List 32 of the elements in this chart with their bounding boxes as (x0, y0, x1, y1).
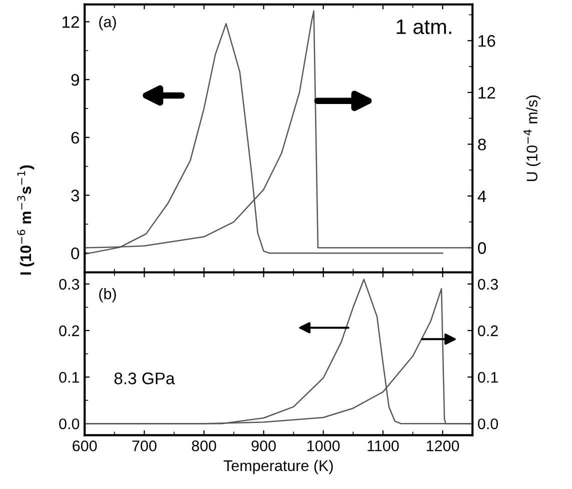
y2-tick-label: 0.3 (478, 278, 498, 290)
y-tick-label: 0 (71, 247, 80, 260)
y2-tick-label: 16 (478, 35, 496, 47)
x-axis-title: Temperature (K) (224, 460, 333, 474)
annotation: (a) (99, 16, 116, 30)
annotation: (b) (99, 288, 116, 302)
y-tick-label: 0.1 (59, 372, 80, 383)
y2-tick-label: 8 (478, 138, 486, 150)
x-tick-label: 1200 (426, 440, 460, 452)
x-tick-label: 600 (72, 440, 97, 452)
x-tick-label: 800 (192, 440, 216, 452)
y-tick-label: 6 (71, 132, 80, 144)
y-tick-label: 12 (62, 16, 79, 28)
y2-tick-label: 4 (478, 190, 486, 202)
y-tick-label: 0.2 (59, 325, 80, 336)
y2-tick-label: 0.2 (478, 325, 498, 336)
y2-tick-label: 0.0 (478, 418, 498, 430)
y-tick-label: 0.0 (59, 418, 80, 430)
y-tick-label: 0.3 (59, 278, 80, 290)
annotation: 8.3 GPa (114, 372, 175, 384)
y-tick-label: 3 (71, 190, 80, 202)
x-tick-label: 1100 (368, 440, 399, 452)
annotation: 1 atm. (396, 20, 452, 34)
y-axis-title: I (10$^{−6}$ m$^{−3}$s$^{−1}$) (17, 165, 34, 275)
y2-axis-title: U (10$^{−4}$ m/s) (524, 96, 540, 182)
x-tick-label: 700 (132, 440, 156, 452)
y-tick-label: 9 (71, 74, 80, 86)
x-tick-label: 1000 (307, 440, 340, 452)
y2-tick-label: 0.1 (478, 372, 498, 383)
y2-tick-label: 0 (478, 242, 486, 254)
x-tick-label: 900 (252, 440, 276, 452)
y2-tick-label: 12 (478, 86, 496, 98)
